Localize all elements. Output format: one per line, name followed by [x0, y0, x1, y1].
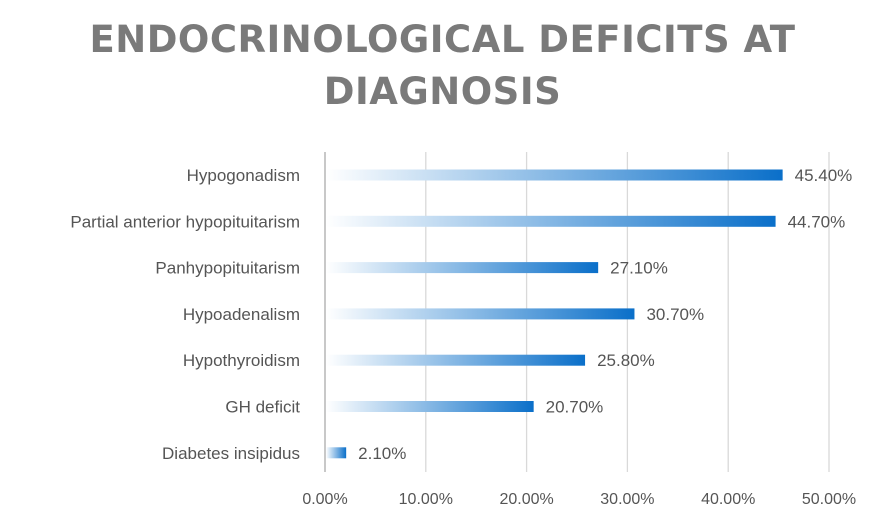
- x-tick-label: 40.00%: [701, 491, 755, 508]
- category-label: Hypogonadism: [187, 166, 300, 185]
- data-label: 44.70%: [788, 212, 846, 231]
- data-label: 30.70%: [646, 305, 704, 324]
- category-label: Diabetes insipidus: [162, 444, 300, 463]
- x-tick-label: 50.00%: [802, 491, 856, 508]
- category-label: GH deficit: [225, 398, 300, 417]
- bar: [326, 447, 347, 459]
- chart-title-line-1: ENDOCRINOLOGICAL DEFICITS AT: [89, 18, 796, 61]
- x-tick-label: 10.00%: [399, 491, 453, 508]
- data-label: 25.80%: [597, 351, 655, 370]
- category-label: Hypothyroidism: [183, 351, 300, 370]
- bar: [326, 262, 599, 274]
- x-tick-label: 0.00%: [302, 491, 347, 508]
- bar: [326, 401, 534, 412]
- category-label: Panhypopituitarism: [155, 259, 300, 278]
- data-label: 45.40%: [795, 166, 853, 185]
- data-label: 20.70%: [546, 398, 604, 417]
- bar: [326, 215, 776, 227]
- x-tick-label: 30.00%: [600, 491, 654, 508]
- bar: [326, 308, 635, 320]
- bar: [326, 169, 783, 181]
- x-tick-label: 20.00%: [499, 491, 553, 508]
- chart-title-line-2: DIAGNOSIS: [323, 70, 562, 113]
- category-label: Partial anterior hypopituitarism: [70, 212, 300, 231]
- data-label: 2.10%: [358, 444, 406, 463]
- data-label: 27.10%: [610, 259, 668, 278]
- bar: [326, 354, 586, 366]
- category-label: Hypoadenalism: [183, 305, 300, 324]
- chart-title: ENDOCRINOLOGICAL DEFICITS AT DIAGNOSIS: [0, 14, 885, 118]
